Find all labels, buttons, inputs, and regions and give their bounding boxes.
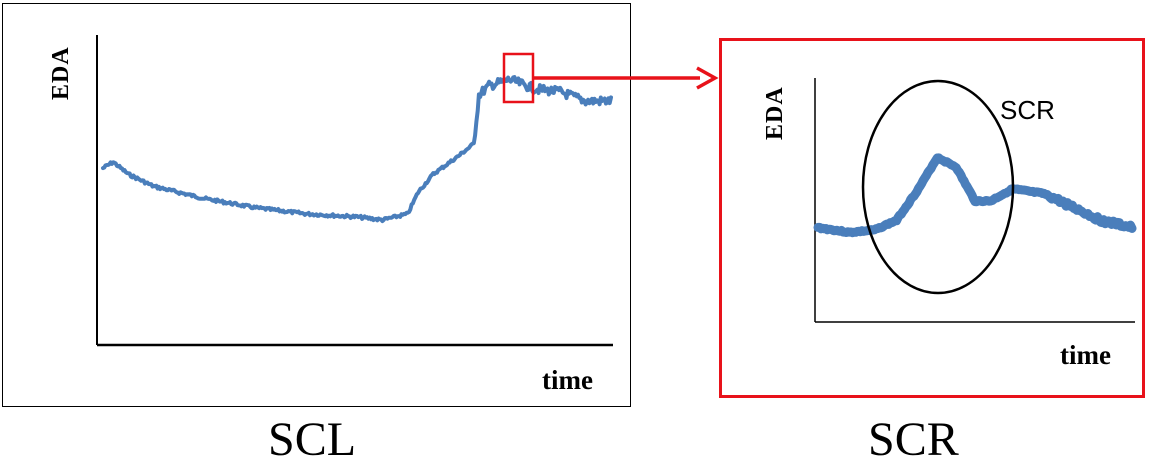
- scr-annotation-label: SCR: [1000, 95, 1055, 125]
- scl-signal-line: [101, 75, 613, 224]
- arrow-head-icon: [696, 66, 719, 90]
- scr-caption: SCR: [868, 413, 959, 466]
- scr-circle-annotation: [861, 79, 1015, 295]
- scr-panel: [719, 38, 1145, 398]
- scr-x-axis-label: time: [1060, 340, 1111, 370]
- scl-x-axis-label: time: [542, 365, 593, 395]
- scl-caption: SCL: [268, 413, 357, 466]
- scl-panel: [2, 3, 631, 407]
